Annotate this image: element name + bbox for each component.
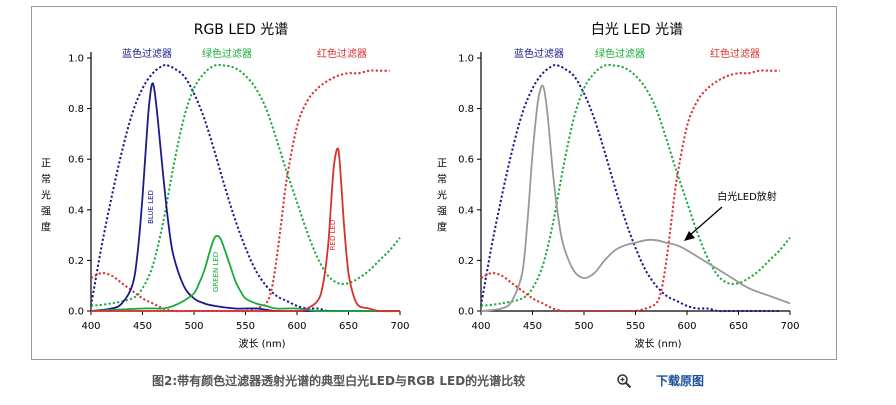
blue-filter-line (480, 63, 780, 313)
svg-text:正常光强度: 正常光强度 (41, 159, 51, 234)
x-tick-label: 700 (780, 321, 799, 332)
y-tick-label: 0.2 (68, 256, 84, 267)
series-lines (480, 63, 791, 313)
y-tick-label: 0.0 (458, 307, 474, 318)
filter-label-blue: 蓝色过滤器 (514, 47, 564, 60)
axes: 0.0 0.2 0.4 0.6 0.8 1.0 400 450 500 550 600 650 700 (458, 52, 800, 332)
filter-label-green: 绿色过滤器 (595, 47, 645, 60)
y-axis-label: 正常光强度 (41, 159, 51, 234)
figure-panel: RGB LED 光谱 蓝色过滤器 绿色过滤器 红色过滤器 0.0 0.2 0.4 0.… (31, 6, 837, 360)
x-tick-label: 400 (471, 321, 490, 332)
filter-labels: 蓝色过滤器 绿色过滤器 红色过滤器 (122, 47, 367, 60)
annotation-red-led: RED LED (329, 220, 337, 251)
y-axis-label: 正常光强度 (437, 159, 447, 234)
x-tick-label: 450 (133, 321, 152, 332)
spectrum-charts: RGB LED 光谱 蓝色过滤器 绿色过滤器 红色过滤器 0.00.20.40.… (41, 22, 800, 350)
white-led-chart: 白光 LED 光谱 蓝色过滤器 绿色过滤器 红色过滤器 0.0 0.2 0.4 0.6… (437, 22, 800, 350)
annotation-green-led: GREEN LED (212, 252, 220, 292)
y-tick-label: 0.6 (68, 155, 84, 166)
filter-label-red: 红色过滤器 (317, 47, 367, 60)
gray-emission-line (480, 84, 791, 312)
filter-label-red: 红色过滤器 (710, 47, 760, 60)
magnifier-plus-icon[interactable] (616, 373, 632, 389)
download-original-link[interactable]: 下载原图 (656, 374, 705, 388)
rgb-led-chart: RGB LED 光谱 蓝色过滤器 绿色过滤器 红色过滤器 0.0 0.2 0.4 0.… (41, 22, 410, 350)
blue-filter-line (90, 63, 390, 313)
x-tick-label: 400 (81, 321, 100, 332)
figure-caption-bar: 图2:带有颜色过滤器透射光谱的典型白光LED与RGB LED的光谱比较 下载原图 (0, 372, 896, 392)
x-tick-label: 550 (236, 321, 255, 332)
annotation-blue-led: BLUE LED (147, 190, 155, 224)
annotation-arrow (684, 206, 723, 241)
x-axis-label: 波长 (nm) (634, 337, 681, 350)
x-tick-label: 500 (184, 321, 203, 332)
y-tick-label: 1.0 (68, 54, 84, 65)
y-tick-label: 0.2 (458, 256, 474, 267)
y-tick-label: 0.4 (458, 205, 474, 216)
y-tick-label: 0.8 (458, 104, 474, 115)
blue-emission-line (90, 82, 400, 313)
x-tick-label: 450 (523, 321, 542, 332)
series-lines (90, 63, 401, 313)
filter-label-green: 绿色过滤器 (202, 47, 252, 60)
x-tick-label: 550 (626, 321, 645, 332)
figure-caption: 图2:带有颜色过滤器透射光谱的典型白光LED与RGB LED的光谱比较 (152, 374, 526, 388)
y-tick-label: 0.4 (68, 205, 84, 216)
chart-title: 白光 LED 光谱 (591, 22, 683, 38)
x-axis-label: 波长 (nm) (238, 337, 285, 350)
filter-label-blue: 蓝色过滤器 (122, 47, 172, 60)
red-filter-line (480, 69, 780, 313)
y-tick-label: 0.8 (68, 104, 84, 115)
red-emission-line (90, 147, 401, 313)
y-tick-label: 0.6 (458, 155, 474, 166)
red-filter-line (90, 69, 390, 313)
annotation-white-led: 白光LED放射 (717, 190, 777, 203)
x-tick-label: 650 (339, 321, 358, 332)
x-tick-label: 650 (729, 321, 748, 332)
chart-title: RGB LED 光谱 (194, 22, 289, 38)
green-filter-line (90, 63, 401, 307)
x-tick-label: 600 (287, 321, 306, 332)
svg-text:正常光强度: 正常光强度 (437, 159, 447, 234)
filter-labels: 蓝色过滤器 绿色过滤器 红色过滤器 (514, 47, 760, 60)
y-tick-label: 0.0 (68, 307, 84, 318)
x-tick-label: 700 (390, 321, 409, 332)
x-tick-label: 600 (677, 321, 696, 332)
green-filter-line (480, 63, 791, 307)
y-tick-label: 1.0 (458, 54, 474, 65)
green-emission-line (90, 234, 400, 313)
x-tick-label: 500 (574, 321, 593, 332)
